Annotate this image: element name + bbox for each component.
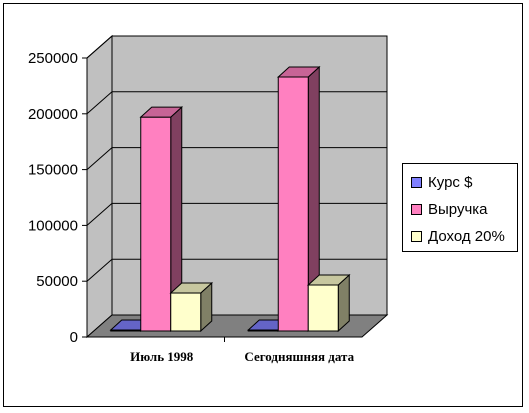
bar-top [139,106,184,118]
bar-top [276,66,321,78]
y-tick-label: 0 [70,329,78,346]
x-tick-label: Июль 1998 [130,349,194,364]
bar-top [169,282,214,294]
legend-item-rate: Курс $ [411,172,472,192]
y-tick-label: 150000 [28,162,78,179]
side-wall [86,34,113,339]
y-tick-label: 250000 [28,50,78,67]
bar [277,76,309,332]
y-tick-label: 200000 [28,106,78,123]
legend-swatch-revenue [411,203,422,215]
bar-top [306,274,351,286]
legend: Курс $ Выручка Доход 20% [402,163,518,252]
bar [140,116,172,332]
legend-swatch-rate [411,176,422,188]
y-tick-label: 50000 [36,273,78,290]
bar [307,284,339,332]
y-tick-label: 100000 [28,217,78,234]
legend-swatch-income [411,230,422,242]
legend-item-revenue: Выручка [411,199,488,219]
legend-item-income: Доход 20% [411,226,505,246]
legend-label-income: Доход 20% [428,227,505,245]
gridline [86,35,387,59]
bar [170,292,202,332]
legend-label-revenue: Выручка [428,200,488,218]
x-tick-label: Сегодняшняя дата [244,349,354,364]
legend-label-rate: Курс $ [428,173,473,191]
